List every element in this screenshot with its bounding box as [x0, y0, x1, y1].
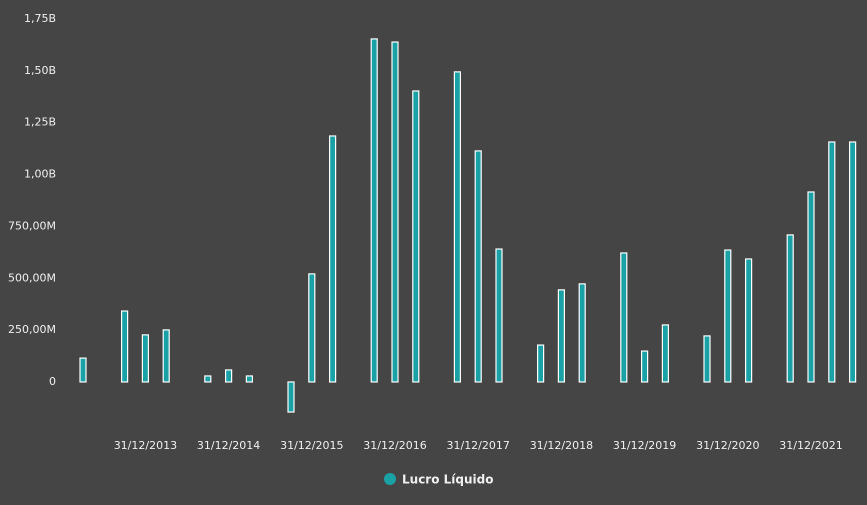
- bar: [287, 381, 295, 413]
- bar: [412, 90, 420, 383]
- bar: [308, 273, 316, 383]
- x-tick-label: 31/12/2016: [363, 439, 426, 452]
- bar: [474, 150, 482, 383]
- bar: [495, 248, 503, 383]
- x-tick-label: 31/12/2018: [530, 439, 593, 452]
- bar: [744, 258, 753, 383]
- bar: [848, 141, 857, 383]
- bar: [557, 289, 566, 383]
- y-tick-label: 750,00M: [8, 219, 56, 232]
- y-tick-label: 1,75B: [24, 12, 56, 25]
- bar: [391, 41, 399, 383]
- bar: [162, 329, 170, 383]
- bar: [329, 135, 337, 383]
- bar: [807, 191, 815, 383]
- bar: [578, 283, 586, 383]
- bar: [141, 334, 149, 383]
- x-tick-label: 31/12/2021: [779, 439, 842, 452]
- y-tick-label: 1,25B: [24, 116, 56, 129]
- bar: [661, 324, 670, 383]
- bar: [536, 344, 545, 383]
- y-tick-label: 500,00M: [8, 271, 56, 284]
- bar: [79, 357, 87, 383]
- bar: [204, 375, 212, 383]
- legend-label: Lucro Líquido: [402, 473, 493, 487]
- y-tick-label: 250,00M: [8, 323, 56, 336]
- x-tick-label: 31/12/2013: [114, 439, 177, 452]
- bar: [120, 310, 129, 383]
- bar: [225, 369, 233, 383]
- x-tick-label: 31/12/2017: [446, 439, 509, 452]
- x-tick-label: 31/12/2014: [197, 439, 260, 452]
- y-tick-label: 1,00B: [24, 168, 56, 181]
- bar: [370, 38, 378, 383]
- bar: [453, 71, 461, 383]
- x-tick-label: 31/12/2019: [613, 439, 676, 452]
- bar: [786, 234, 794, 383]
- bar: [640, 350, 649, 383]
- y-tick-label: 1,50B: [24, 64, 56, 77]
- x-tick-label: 31/12/2015: [280, 439, 343, 452]
- bar: [245, 375, 253, 383]
- bar: [703, 335, 711, 383]
- bar: [724, 249, 732, 383]
- legend-marker: [384, 473, 396, 485]
- x-tick-label: 31/12/2020: [696, 439, 759, 452]
- y-tick-label: 0: [49, 375, 56, 388]
- bar: [620, 252, 628, 383]
- bar: [828, 141, 836, 383]
